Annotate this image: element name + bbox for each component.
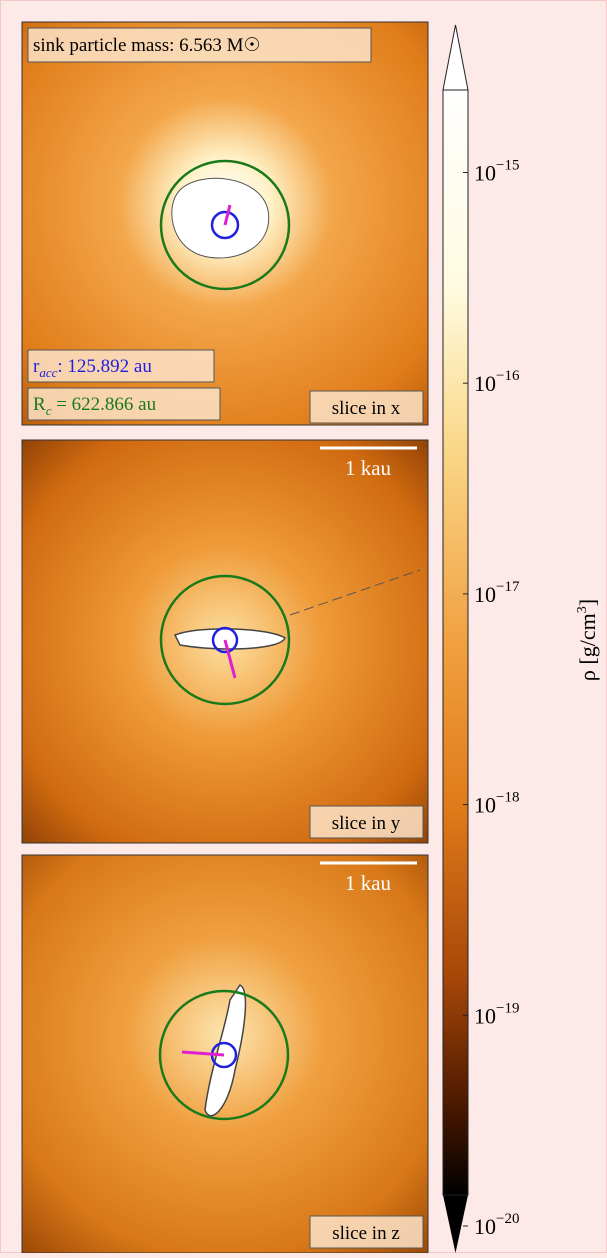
tick-base: 10	[474, 371, 496, 396]
tick-label: 10−20	[474, 1211, 519, 1239]
panel-z	[22, 855, 428, 1253]
slice-label: slice in z	[332, 1223, 400, 1244]
value-text: : 125.892 au	[57, 356, 152, 377]
tick-exponent: −17	[496, 579, 520, 595]
value-text: = 622.866 au	[51, 394, 156, 415]
symbol: R	[33, 394, 46, 415]
colorbar-label: ρ [g/cm3]	[575, 599, 600, 681]
colorbar	[443, 25, 468, 1253]
tick-base: 10	[474, 1003, 496, 1028]
tick-exponent: −19	[496, 1000, 519, 1016]
slice-label: slice in y	[332, 813, 401, 834]
figure: sink particle mass: 6.563 M☉racc: 125.89…	[0, 0, 607, 1253]
tick-label: 10−17	[474, 579, 520, 607]
tick-base: 10	[474, 1214, 496, 1239]
tick-base: 10	[474, 793, 496, 818]
label-text: ρ [g/cm	[575, 613, 600, 681]
tick-base: 10	[474, 160, 496, 185]
tick-exponent: −20	[496, 1211, 519, 1227]
subscript: acc	[39, 365, 57, 380]
tick-label: 10−18	[474, 790, 519, 818]
tick-base: 10	[474, 582, 496, 607]
tick-exponent: −18	[496, 790, 519, 806]
tick-label: 10−19	[474, 1000, 519, 1028]
tick-label: 10−16	[474, 368, 520, 396]
scale-bar-label: 1 kau	[345, 871, 392, 895]
label-end: ]	[575, 599, 600, 606]
mass-label: sink particle mass: 6.563 M☉	[33, 35, 261, 56]
label-superscript: 3	[575, 606, 590, 613]
tick-label: 10−15	[474, 157, 519, 185]
panel-y	[22, 440, 428, 843]
scale-bar-label: 1 kau	[345, 456, 392, 480]
rc: Rc = 622.866 au	[33, 394, 157, 418]
tick-exponent: −15	[496, 157, 519, 173]
slice-label: slice in x	[332, 398, 401, 419]
tick-exponent: −16	[496, 368, 520, 384]
